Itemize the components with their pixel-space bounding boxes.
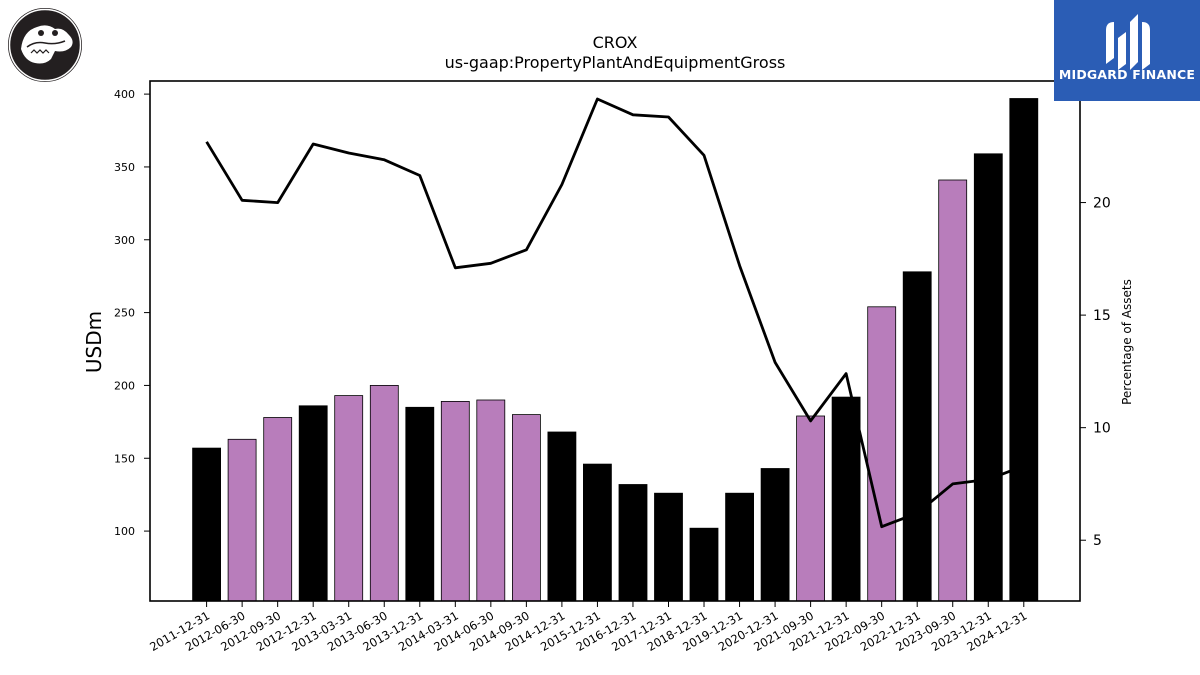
line-series [205, 97, 1025, 529]
bar [405, 406, 435, 602]
bar [227, 438, 257, 602]
chart-subtitle: us-gaap:PropertyPlantAndEquipmentGross [445, 53, 786, 72]
bar [192, 447, 222, 602]
bar [583, 463, 612, 602]
bar [476, 399, 506, 602]
plot-area: 10015020025030035040051015202011-12-3120… [114, 80, 1111, 654]
y-tick-label: 250 [114, 307, 135, 320]
y2-axis-label: Percentage of Assets [1120, 279, 1134, 405]
bar [618, 484, 648, 602]
bar [902, 271, 932, 602]
y2-tick-label: 5 [1093, 533, 1102, 549]
y-tick-label: 400 [114, 88, 135, 101]
bar [725, 492, 754, 602]
bar [369, 384, 399, 602]
bar [1009, 98, 1039, 602]
y2-tick-label: 15 [1093, 308, 1111, 324]
bar [760, 468, 790, 602]
crocodile-logo-icon [5, 5, 85, 85]
bar [973, 153, 1003, 602]
midgard-logo-icon: MIDGARD FINANCE [1054, 0, 1200, 101]
bar [334, 395, 364, 602]
bar [796, 415, 825, 602]
bar [867, 306, 897, 602]
bar [654, 492, 683, 602]
bar [689, 527, 719, 602]
bar [440, 400, 470, 602]
bar [298, 405, 328, 602]
y2-tick-label: 10 [1093, 421, 1111, 437]
bar [512, 414, 541, 602]
y-tick-label: 350 [114, 161, 135, 174]
bar [547, 431, 577, 602]
brand-name: MIDGARD FINANCE [1058, 67, 1196, 82]
bar [831, 396, 861, 602]
y-tick-label: 150 [114, 452, 135, 465]
plot-frame [149, 80, 1081, 602]
y2-tick-label: 20 [1093, 196, 1111, 212]
chart-title: CROX [593, 33, 638, 52]
y-tick-label: 200 [114, 379, 135, 392]
bar [938, 179, 968, 602]
bar [263, 417, 293, 602]
y-tick-label: 100 [114, 525, 135, 538]
y-axis-label: USDm [82, 311, 106, 373]
y-tick-label: 300 [114, 234, 135, 247]
